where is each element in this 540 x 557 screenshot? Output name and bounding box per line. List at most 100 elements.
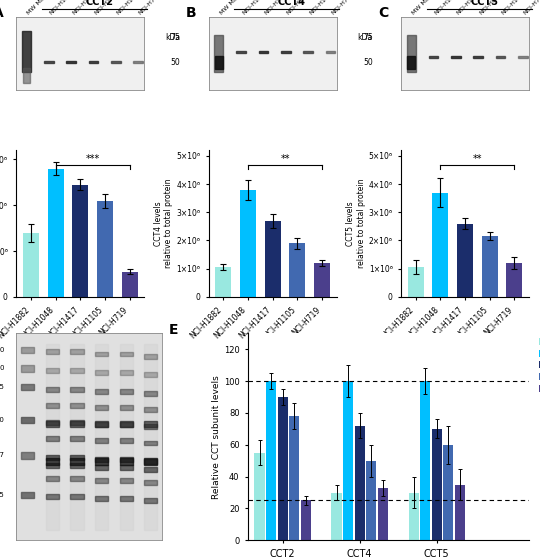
Bar	[48, 169, 64, 297]
Text: C: C	[378, 6, 388, 19]
Bar	[507, 263, 522, 297]
Bar	[482, 236, 498, 297]
Bar	[95, 351, 108, 356]
Bar	[144, 407, 157, 412]
Bar	[214, 35, 224, 72]
Bar	[144, 459, 157, 464]
Bar	[119, 389, 133, 394]
Text: CCT4: CCT4	[278, 0, 306, 7]
Bar	[278, 397, 288, 540]
Text: NCI-H1417: NCI-H1417	[478, 0, 505, 15]
Bar	[343, 381, 353, 540]
Bar	[301, 501, 311, 540]
Bar	[144, 480, 157, 485]
Bar	[70, 463, 84, 468]
Bar	[111, 61, 120, 63]
Bar	[144, 372, 157, 377]
Bar	[144, 344, 157, 530]
Bar	[70, 387, 84, 392]
Text: 150: 150	[0, 347, 4, 353]
Text: kDa: kDa	[357, 33, 373, 42]
Bar	[366, 461, 376, 540]
Bar	[144, 499, 157, 504]
Text: 100: 100	[0, 365, 4, 372]
Bar	[46, 403, 59, 408]
Bar	[70, 403, 84, 408]
Text: NCI-H1105: NCI-H1105	[116, 0, 143, 15]
Bar	[46, 421, 59, 427]
Bar	[119, 438, 133, 443]
Bar	[95, 457, 108, 462]
Bar	[473, 56, 483, 58]
Text: **: **	[472, 154, 482, 164]
Bar	[119, 351, 133, 356]
Bar	[70, 458, 84, 465]
Bar	[70, 420, 84, 425]
Bar	[215, 56, 222, 70]
Bar	[144, 424, 157, 429]
Bar	[281, 51, 291, 53]
Bar	[237, 51, 246, 53]
Bar	[46, 476, 59, 481]
Bar	[303, 51, 313, 53]
Text: 50: 50	[363, 57, 373, 67]
Bar	[46, 455, 59, 460]
Bar	[95, 478, 108, 483]
Bar	[259, 51, 268, 53]
Bar	[431, 429, 442, 540]
Text: NCI-H1048: NCI-H1048	[264, 0, 291, 15]
Text: NCI-H719: NCI-H719	[138, 0, 163, 15]
Bar	[215, 267, 231, 297]
Bar	[46, 349, 59, 354]
Bar	[119, 422, 133, 427]
Bar	[95, 438, 108, 443]
Bar	[420, 381, 430, 540]
Text: NCI-H1048: NCI-H1048	[456, 0, 483, 15]
Text: NCI-H719: NCI-H719	[330, 0, 355, 15]
Bar	[95, 370, 108, 375]
Bar	[144, 354, 157, 359]
Legend: NCI-H1882, NCI-H1048, NCI-H1417, NCI-H1105, NCI-H719: NCI-H1882, NCI-H1048, NCI-H1417, NCI-H11…	[538, 337, 540, 393]
Bar	[326, 51, 335, 53]
Bar	[240, 190, 256, 297]
Bar	[429, 56, 438, 58]
Text: **: **	[280, 154, 290, 164]
Text: NCI-H1882: NCI-H1882	[241, 0, 268, 15]
Text: NCI-H1048: NCI-H1048	[71, 0, 98, 15]
Bar	[314, 263, 330, 297]
Bar	[144, 441, 157, 446]
Bar	[496, 56, 505, 58]
Text: 50: 50	[171, 57, 180, 67]
Bar	[70, 494, 84, 499]
Bar	[95, 458, 108, 465]
Text: 50: 50	[0, 417, 4, 423]
Bar	[119, 465, 133, 470]
Bar	[144, 391, 157, 396]
Text: MW Marker: MW Marker	[26, 0, 55, 15]
Bar	[119, 458, 133, 465]
Bar	[70, 344, 84, 530]
Text: 75: 75	[0, 384, 4, 390]
Bar	[46, 458, 59, 465]
Bar	[265, 221, 281, 297]
Bar	[70, 476, 84, 481]
Bar	[23, 68, 30, 82]
Bar	[95, 405, 108, 411]
Text: 25: 25	[0, 492, 4, 498]
Text: NCI-H719: NCI-H719	[523, 0, 540, 15]
Bar	[122, 272, 138, 297]
Bar	[119, 370, 133, 375]
Bar	[70, 436, 84, 441]
Text: B: B	[186, 6, 196, 19]
Bar	[21, 365, 35, 372]
Text: NCI-H1417: NCI-H1417	[286, 0, 313, 15]
Bar	[407, 35, 416, 72]
Text: CCT2: CCT2	[85, 0, 113, 7]
Bar	[21, 384, 35, 390]
Text: E: E	[169, 323, 179, 337]
Text: A: A	[0, 6, 4, 19]
Bar	[21, 347, 35, 353]
Bar	[457, 223, 473, 297]
Bar	[266, 381, 276, 540]
Text: 75: 75	[171, 33, 180, 42]
